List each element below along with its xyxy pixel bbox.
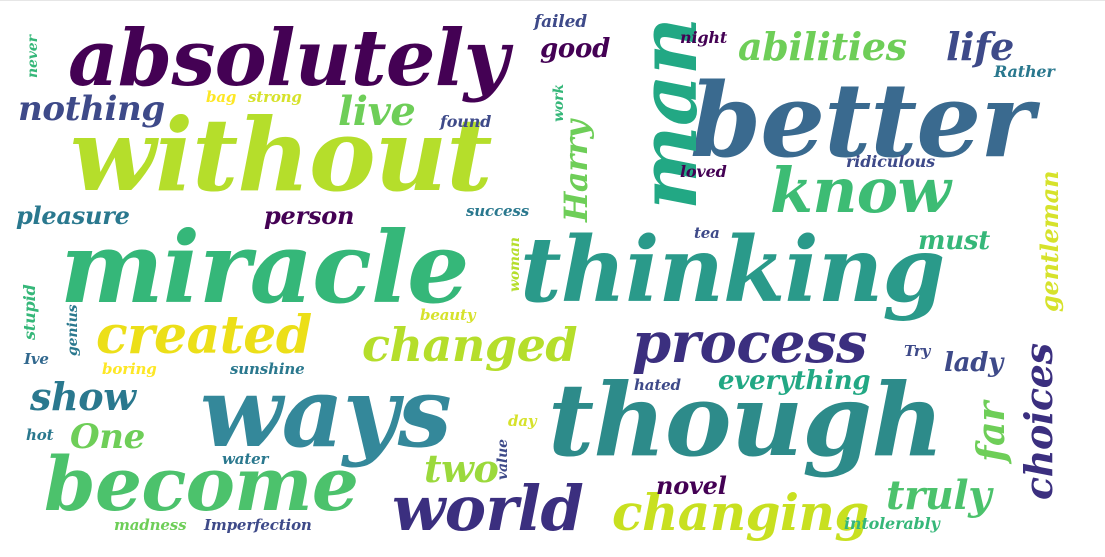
top-border bbox=[0, 0, 1105, 1]
word-sunshine: sunshine bbox=[230, 360, 305, 378]
word-though: though bbox=[548, 361, 944, 479]
word-night: night bbox=[680, 28, 728, 47]
word-lady: lady bbox=[944, 348, 1003, 378]
word-life: life bbox=[946, 24, 1014, 69]
word-never: never bbox=[25, 35, 41, 78]
word-ive: Ive bbox=[24, 350, 49, 368]
word-must: must bbox=[918, 226, 991, 256]
word-genius: genius bbox=[65, 304, 81, 356]
word-imperfection: Imperfection bbox=[204, 516, 312, 534]
word-nothing: nothing bbox=[18, 89, 165, 129]
word-try: Try bbox=[904, 342, 931, 360]
word-changed: changed bbox=[362, 318, 578, 372]
word-loved: loved bbox=[680, 162, 727, 181]
word-value: value bbox=[495, 439, 511, 480]
word-world: world bbox=[392, 472, 584, 545]
word-work: work bbox=[551, 84, 567, 122]
word-truly: truly bbox=[886, 472, 992, 519]
word-tea: tea bbox=[694, 224, 720, 242]
word-far: far bbox=[968, 402, 1013, 462]
word-miracle: miracle bbox=[60, 211, 469, 326]
word-rather: Rather bbox=[994, 62, 1055, 81]
word-stupid: stupid bbox=[20, 284, 39, 340]
word-good: good bbox=[540, 34, 611, 64]
word-hot: hot bbox=[26, 426, 54, 444]
word-harry: Harry bbox=[557, 120, 595, 222]
word-thinking: thinking bbox=[520, 217, 945, 323]
word-success: success bbox=[466, 202, 530, 220]
word-madness: madness bbox=[114, 516, 187, 534]
word-process: process bbox=[632, 310, 867, 376]
word-ridiculous: ridiculous bbox=[846, 152, 935, 171]
word-two: two bbox=[424, 446, 499, 491]
word-abilities: abilities bbox=[738, 24, 907, 69]
word-changing: changing bbox=[612, 483, 869, 542]
word-boring: boring bbox=[102, 360, 157, 378]
word-created: created bbox=[96, 305, 312, 366]
word-without: without bbox=[70, 96, 493, 214]
word-day: day bbox=[508, 412, 537, 430]
word-strong: strong bbox=[248, 88, 302, 106]
word-woman: woman bbox=[507, 237, 523, 292]
word-water: water bbox=[222, 450, 269, 468]
word-bag: bag bbox=[206, 88, 237, 106]
word-failed: failed bbox=[534, 12, 587, 32]
word-show: show bbox=[30, 374, 136, 419]
word-intolerably: intolerably bbox=[844, 514, 940, 533]
word-absolutely: absolutely bbox=[68, 13, 509, 104]
word-hated: hated bbox=[634, 376, 681, 394]
word-ways: ways bbox=[200, 356, 452, 469]
word-know: know bbox=[770, 154, 951, 227]
word-found: found bbox=[440, 112, 492, 131]
word-beauty: beauty bbox=[420, 306, 476, 324]
word-become: become bbox=[44, 442, 359, 528]
word-live: live bbox=[338, 88, 416, 135]
word-novel: novel bbox=[656, 471, 727, 500]
word-gentleman: gentleman bbox=[1035, 170, 1064, 312]
word-pleasure: pleasure bbox=[16, 201, 130, 230]
word-better: better bbox=[690, 61, 1034, 181]
word-one: One bbox=[70, 417, 145, 457]
word-everything: everything bbox=[718, 366, 871, 396]
word-person: person bbox=[264, 201, 355, 230]
word-choices: choices bbox=[1016, 343, 1061, 500]
